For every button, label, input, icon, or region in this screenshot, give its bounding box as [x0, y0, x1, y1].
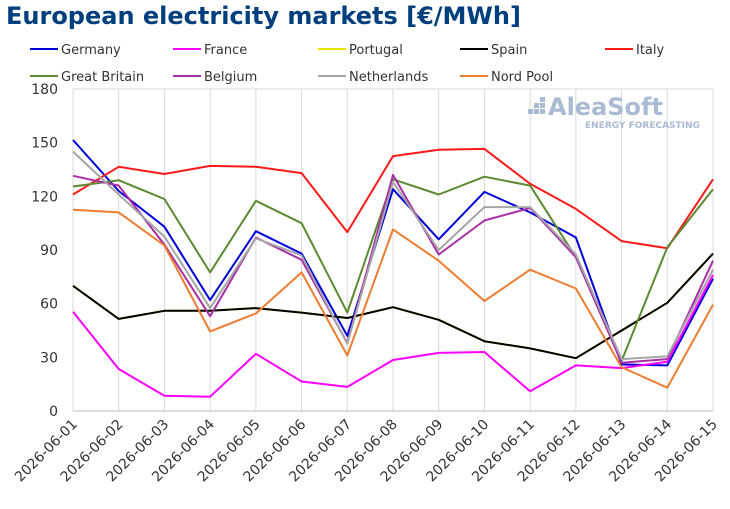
legend-label-netherlands: Netherlands	[349, 70, 428, 85]
y-tick-label: 120	[31, 189, 58, 205]
logo-dots-icon	[528, 97, 545, 114]
logo-name: AleaSoft	[548, 93, 663, 121]
legend-label-france: France	[204, 43, 247, 58]
series-lines	[72, 139, 714, 398]
series-line-france	[72, 274, 714, 398]
chart-grid	[72, 88, 714, 412]
y-tick-label: 150	[31, 136, 58, 152]
y-tick-label: 90	[40, 243, 58, 259]
series-line-netherlands	[72, 150, 714, 361]
y-tick-label: 30	[40, 350, 58, 366]
series-line-nord-pool	[72, 208, 714, 389]
series-line-belgium	[72, 173, 714, 364]
legend-label-germany: Germany	[61, 43, 121, 58]
series-line-italy	[72, 147, 714, 250]
legend-label-italy: Italy	[636, 43, 665, 58]
x-axis-ticks: 2026-06-012026-06-022026-06-032026-06-04…	[12, 416, 721, 485]
legend-label-spain: Spain	[491, 43, 527, 58]
logo-tagline: ENERGY FORECASTING	[585, 121, 700, 131]
chart-title: European electricity markets [€/MWh]	[6, 2, 521, 30]
legend-label-portugal: Portugal	[349, 43, 403, 58]
legend: Germany France Portugal Spain Italy Great Bri…	[30, 43, 665, 85]
y-tick-label: 180	[31, 82, 58, 98]
aleasoft-logo: AleaSoft ENERGY FORECASTING	[528, 93, 700, 131]
y-axis-ticks: 0 30 60 90 120 150 180	[31, 82, 58, 420]
legend-label-belgium: Belgium	[204, 70, 257, 85]
legend-label-nord-pool: Nord Pool	[491, 70, 553, 85]
legend-label-great-britain: Great Britain	[61, 70, 144, 85]
y-tick-label: 60	[40, 297, 58, 313]
y-tick-label: 0	[49, 404, 58, 420]
